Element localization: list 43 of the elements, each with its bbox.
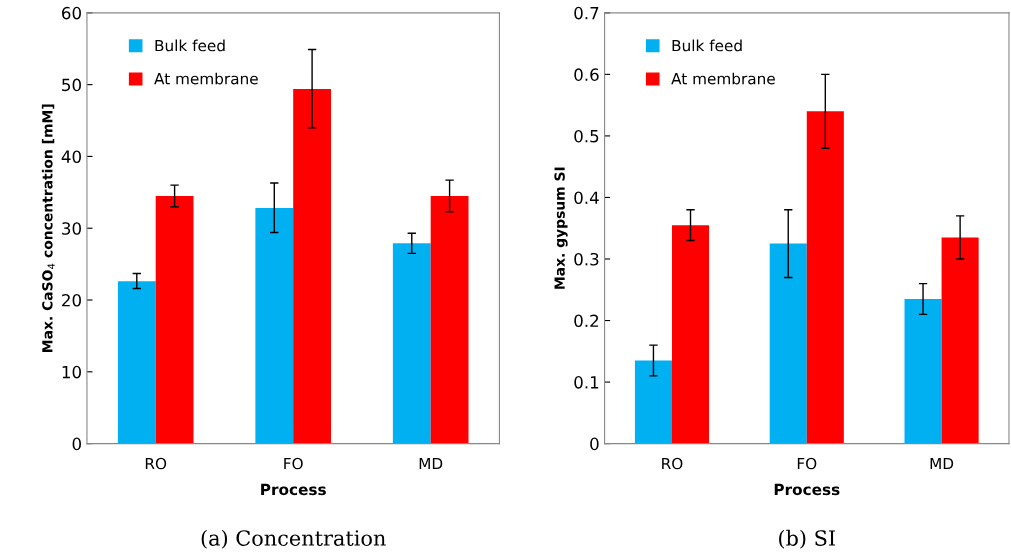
y-tick-label: 10 xyxy=(62,365,81,379)
y-tick-label: 40 xyxy=(61,150,81,163)
y-tick-label: 0.2 xyxy=(574,314,599,328)
bar xyxy=(155,195,194,444)
bar xyxy=(430,195,469,444)
bar xyxy=(806,111,844,444)
y-tick-label: 60 xyxy=(62,6,81,20)
bar xyxy=(634,360,672,444)
bar xyxy=(117,281,156,444)
legend-label: At membrane xyxy=(671,72,775,85)
y-tick-label: 0.3 xyxy=(574,252,599,266)
y-tick-label: 0 xyxy=(72,437,81,451)
legend-label: At membrane xyxy=(154,72,258,85)
y-tick-label: 20 xyxy=(62,293,81,307)
bar xyxy=(293,88,331,444)
y-tick-label: 0.5 xyxy=(574,129,599,143)
y-tick-label: 0.7 xyxy=(574,6,599,20)
y-axis-title: Max. gypsum SI xyxy=(554,167,568,289)
legend-label: Bulk feed xyxy=(155,39,225,52)
x-tick-label: FO xyxy=(284,457,303,470)
y-tick-label: 0.4 xyxy=(574,191,599,205)
legend-label: Bulk feed xyxy=(672,39,742,52)
bar xyxy=(671,225,710,444)
y-tick-label: 0 xyxy=(590,437,599,451)
x-tick-label: FO xyxy=(797,457,817,470)
y-axis-title: Max. CaSO$_{4}$ concentration [mM] xyxy=(41,104,55,352)
text: (a) Concentration xyxy=(201,529,386,549)
x-tick-label: MD xyxy=(930,457,954,470)
bar xyxy=(941,237,979,444)
x-tick-label: MD xyxy=(419,457,443,470)
bar xyxy=(255,208,294,444)
y-tick-label: 50 xyxy=(62,78,81,92)
bar xyxy=(904,298,942,444)
x-tick-label: RO xyxy=(145,457,167,470)
bar xyxy=(769,243,807,444)
bar xyxy=(392,243,431,444)
y-tick-label: 0.6 xyxy=(574,68,599,81)
text: (b) SI xyxy=(779,529,835,549)
y-tick-label: 0.1 xyxy=(574,376,599,389)
y-tick-label: 30 xyxy=(62,222,81,235)
x-axis-title: Process xyxy=(774,483,840,496)
x-axis-title: Process xyxy=(261,483,326,496)
x-tick-label: RO xyxy=(662,457,683,470)
